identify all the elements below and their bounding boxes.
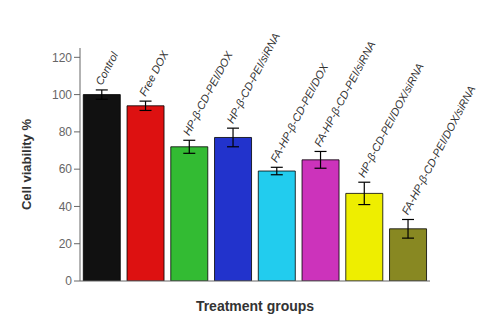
svg-text:HP-β-CD-PEI/DOX/siRNA: HP-β-CD-PEI/DOX/siRNA: [355, 61, 425, 179]
svg-text:100: 100: [52, 88, 72, 102]
svg-text:Treatment groups: Treatment groups: [196, 298, 314, 314]
svg-text:FA-HP-β-CD-PEI/DOX: FA-HP-β-CD-PEI/DOX: [268, 61, 331, 165]
svg-text:40: 40: [59, 200, 73, 214]
svg-text:80: 80: [59, 125, 73, 139]
svg-text:FA-HP-β-CD-PEI/DOX/siRNA: FA-HP-β-CD-PEI/DOX/siRNA: [399, 83, 477, 216]
svg-text:FA-HP-β-CD-PEI/siRNA: FA-HP-β-CD-PEI/siRNA: [312, 39, 378, 148]
svg-text:Free DOX: Free DOX: [137, 48, 171, 98]
svg-text:HP-β-CD-PEI/DOX: HP-β-CD-PEI/DOX: [180, 49, 235, 137]
svg-text:HP-β-CD-PEI/siRNA: HP-β-CD-PEI/siRNA: [224, 31, 282, 125]
svg-text:120: 120: [52, 51, 72, 65]
svg-text:Cell viability %: Cell viability %: [19, 119, 34, 210]
svg-text:60: 60: [59, 162, 73, 176]
svg-text:Control: Control: [93, 49, 121, 86]
svg-text:0: 0: [65, 274, 72, 288]
svg-text:20: 20: [59, 237, 73, 251]
